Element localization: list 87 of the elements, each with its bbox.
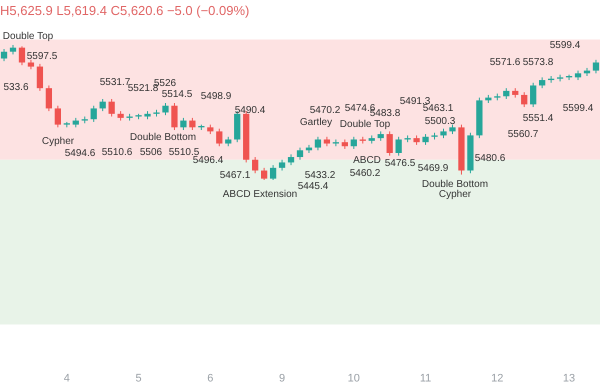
- annotation: 5514.5: [162, 89, 193, 100]
- annotation: ABCD: [353, 155, 381, 166]
- candlestick: [378, 130, 384, 142]
- annotation: 5469.9: [418, 163, 449, 174]
- candlestick: [207, 124, 214, 135]
- candlestick: [296, 147, 304, 160]
- candlestick: [503, 88, 510, 100]
- candlestick: [10, 44, 16, 55]
- candlestick: [592, 59, 600, 74]
- candlestick: [314, 136, 322, 151]
- annotation: 5480.6: [474, 153, 506, 164]
- x-tick-label: 4: [64, 372, 70, 384]
- candlestick: [0, 48, 8, 62]
- candlestick: [413, 134, 420, 146]
- candlestick: [72, 117, 79, 128]
- candlestick: [440, 128, 447, 139]
- x-tick-label: 9: [279, 372, 286, 384]
- candlestick: [28, 59, 34, 70]
- annotation: 5599.4: [550, 40, 581, 51]
- candlestick: [18, 46, 26, 66]
- candlestick: [90, 105, 97, 122]
- candlestick: [36, 63, 44, 92]
- annotation: Cypher: [42, 136, 75, 147]
- text: Double Top: [2, 31, 54, 42]
- candlestick: [117, 110, 124, 122]
- x-tick-label: 5: [136, 372, 142, 384]
- candlestick: [512, 88, 518, 98]
- candlestick: [189, 117, 196, 131]
- x-tick-label: 6: [207, 372, 214, 384]
- candlestick: [278, 159, 286, 172]
- candlestick: [288, 154, 294, 166]
- candlestick: [270, 164, 276, 180]
- annotation: 5597.5: [26, 51, 58, 62]
- x-tick-label: 12: [491, 372, 504, 384]
- x-tick-label: 10: [348, 372, 360, 384]
- candlestick: [324, 136, 330, 147]
- annotation: 5506: [140, 147, 163, 158]
- candlestick: [342, 138, 348, 150]
- annotation: 5510.6: [102, 147, 133, 158]
- candlestick: [539, 76, 546, 89]
- candlestick: [260, 167, 268, 180]
- annotation: 5490.4: [234, 105, 266, 116]
- annotation: 5498.9: [200, 91, 232, 102]
- annotation: 5460.2: [350, 168, 381, 179]
- candlestick: [108, 98, 115, 118]
- annotation: 5463.1: [422, 103, 454, 114]
- annotation: Double Bottom: [422, 179, 488, 190]
- candlestick: [521, 92, 528, 108]
- candlestick: [216, 128, 222, 147]
- candlestick: [574, 70, 582, 81]
- annotation: 5476.5: [384, 158, 416, 169]
- annotation: 5521.8: [128, 83, 159, 94]
- annotation: 5551.4: [522, 113, 554, 124]
- text: Cypher: [438, 189, 472, 200]
- text: 5445.4: [298, 181, 329, 192]
- candlestick: [54, 105, 61, 128]
- candlestick: [530, 82, 536, 108]
- annotation: 5494.6: [64, 148, 96, 159]
- candlestick: [350, 136, 357, 150]
- x-tick-label: 11: [420, 372, 432, 384]
- annotation: 5483.8: [370, 108, 401, 119]
- candlestick: [396, 136, 402, 156]
- candlestick: [449, 124, 456, 135]
- annotation: 5571.6: [490, 57, 521, 68]
- candlestick: [386, 130, 393, 156]
- annotation: 5573.8: [522, 57, 554, 68]
- candlestick: [225, 136, 232, 147]
- candlestick: [252, 156, 258, 174]
- annotation: 5496.4: [192, 155, 224, 166]
- candlestick: [100, 98, 106, 112]
- annotation: Double Top: [340, 119, 391, 130]
- text: ABCD Extension: [222, 189, 298, 200]
- candlestick: [46, 84, 52, 112]
- annotation: 5470.2: [310, 105, 341, 116]
- annotation: 5599.4: [562, 103, 594, 114]
- annotation: Double Bottom: [130, 132, 196, 143]
- x-tick-label: 13: [562, 372, 576, 384]
- annotation: 5433.2: [304, 170, 336, 181]
- annotation: 5500.3: [424, 116, 456, 127]
- annotation: 5560.7: [508, 129, 539, 140]
- candlestick: [180, 117, 187, 131]
- candlestick: [162, 102, 169, 116]
- annotation: Gartley: [300, 117, 332, 128]
- candlestick: [171, 102, 178, 131]
- annotation: 5467.1: [220, 170, 251, 181]
- annotation: 533.6: [3, 82, 29, 93]
- chart-title: H5,625.9 L5,619.4 C5,620.6 −5.0 (−0.09%): [0, 3, 250, 18]
